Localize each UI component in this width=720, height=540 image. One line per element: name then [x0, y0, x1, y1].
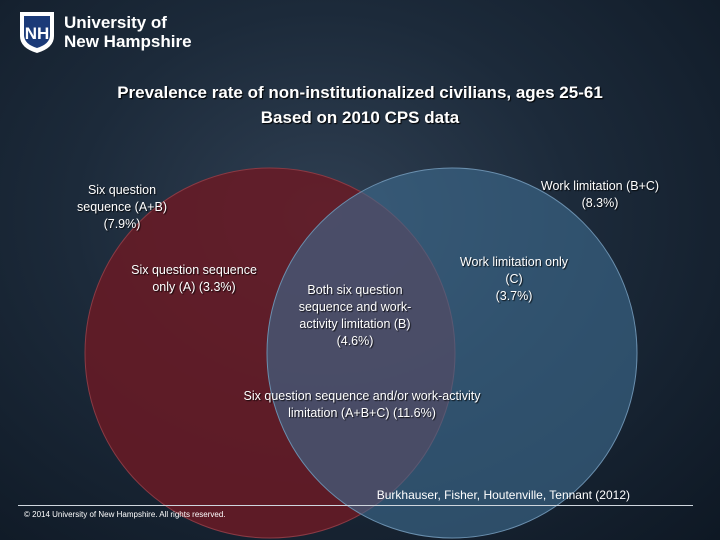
title-line2: Based on 2010 CPS data	[260, 108, 460, 127]
citation: Burkhauser, Fisher, Houtenville, Tennant…	[376, 488, 630, 502]
right-set-circle	[266, 167, 638, 539]
left-set-label: Six question sequence (A+B) (7.9%)	[77, 183, 167, 231]
slide-title: Prevalence rate of non-institutionalized…	[0, 80, 720, 130]
university-name-line2: New Hampshire	[64, 32, 192, 51]
footer-divider	[18, 505, 693, 506]
copyright: © 2014 University of New Hampshire. All …	[24, 510, 226, 519]
unh-logo: NH University of New Hampshire	[18, 10, 192, 54]
university-name-line1: University of	[64, 13, 167, 32]
right-set-label: Work limitation (B+C) (8.3%)	[540, 179, 660, 210]
unh-shield-icon: NH	[20, 12, 54, 53]
right-only-label: Work limitation only (C) (3.7%)	[459, 255, 569, 303]
logo-mark: NH	[25, 24, 50, 43]
union-label: Six question sequence and/or work-activi…	[243, 389, 481, 420]
title-line1: Prevalence rate of non-institutionalized…	[117, 83, 603, 102]
intersection-label: Both six question sequence and work- act…	[298, 283, 412, 348]
left-only-label: Six question sequence only (A) (3.3%)	[131, 263, 257, 294]
